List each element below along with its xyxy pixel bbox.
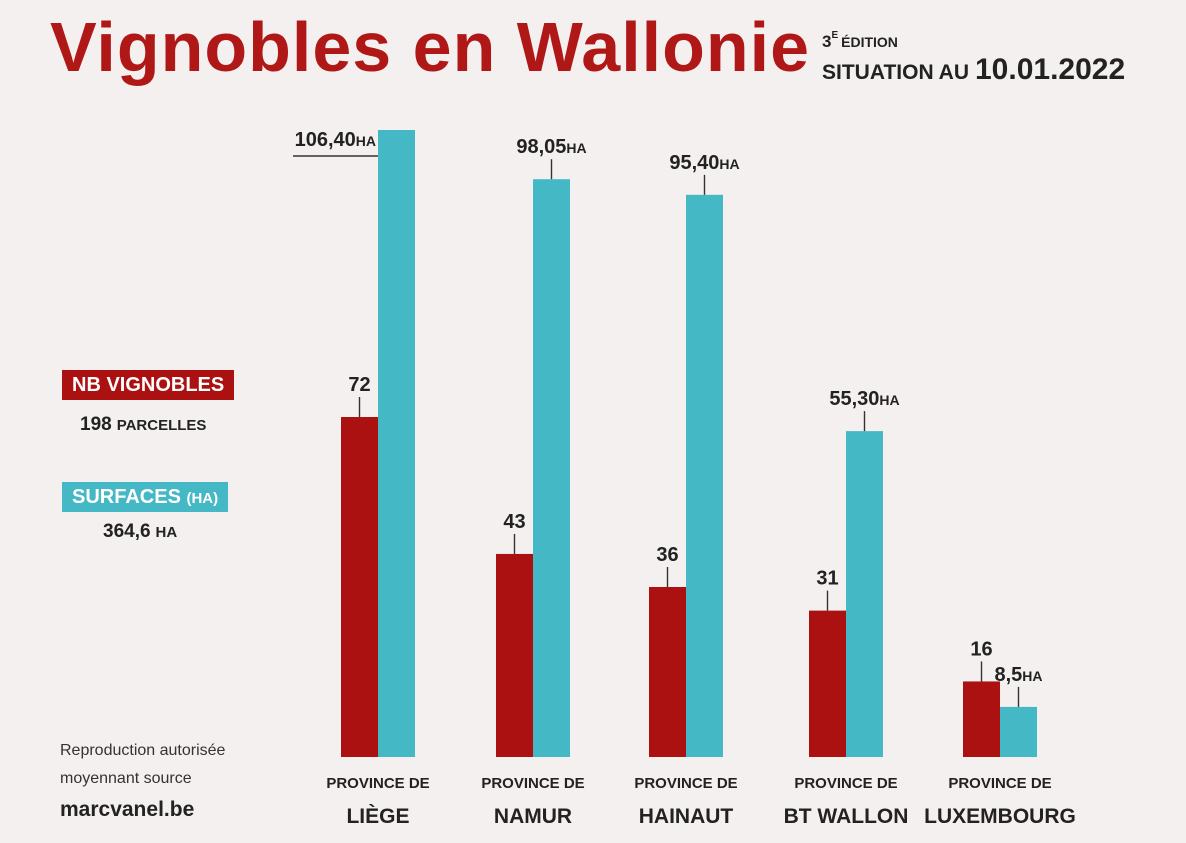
vignobles-bar-3 xyxy=(809,610,846,757)
surfaces-total-unit: HA xyxy=(155,524,178,541)
legend-vignobles: NB VIGNOBLES xyxy=(62,370,235,400)
edition-superscript: E xyxy=(831,30,839,41)
surfaces-bar-3 xyxy=(846,431,883,757)
category-prefix-label-3: PROVINCE DE xyxy=(794,775,897,792)
surfaces-value-label-0: 106,40HA xyxy=(295,129,376,151)
vignobles-bar-4 xyxy=(963,681,1000,757)
chart-title: Vignobles en Wallonie xyxy=(50,8,810,86)
legend-vignobles-total: 198 PARCELLES xyxy=(80,414,206,436)
surfaces-bar-2 xyxy=(686,194,723,758)
category-name-label-1: NAMUR xyxy=(494,805,572,828)
category-name-label-3: BT WALLON xyxy=(784,805,909,828)
credit-site: marcvanel.be xyxy=(60,798,195,821)
legend-vignobles-label: NB VIGNOBLES xyxy=(72,374,225,396)
vignobles-value-label-0: 72 xyxy=(348,374,370,396)
category-name-label-2: HAINAUT xyxy=(639,805,734,828)
legend-surfaces: SURFACES (HA) xyxy=(62,482,229,512)
surfaces-value-label-2: 95,40HA xyxy=(669,152,739,174)
vignobles-value-label-2: 36 xyxy=(656,544,678,566)
edition-number: 3 xyxy=(822,32,832,51)
vignobles-total-value: 198 xyxy=(80,414,112,435)
category-prefix-label-1: PROVINCE DE xyxy=(481,775,584,792)
situation-label: SITUATION AU xyxy=(822,61,969,84)
vignobles-value-label-3: 31 xyxy=(816,568,838,590)
vignobles-bar-1 xyxy=(496,553,533,757)
surfaces-value-label-4: 8,5HA xyxy=(994,664,1042,686)
category-prefix-label-4: PROVINCE DE xyxy=(948,775,1051,792)
vignobles-total-unit: PARCELLES xyxy=(116,417,207,434)
vignobles-bar-0 xyxy=(341,417,378,757)
legend-surfaces-total: 364,6 HA xyxy=(103,521,177,543)
category-prefix-label-2: PROVINCE DE xyxy=(634,775,737,792)
surfaces-bar-0 xyxy=(378,130,415,757)
credit-line-1: Reproduction autorisée xyxy=(60,742,226,759)
edition-word: ÉDITION xyxy=(841,34,898,50)
surfaces-total-value: 364,6 xyxy=(103,521,151,542)
edition-label: 3E ÉDITION xyxy=(822,30,898,51)
vignobles-value-label-4: 16 xyxy=(970,638,992,660)
category-name-label-0: LIÈGE xyxy=(346,805,409,828)
legend-surfaces-unit: (HA) xyxy=(186,490,219,507)
category-prefix-label-0: PROVINCE DE xyxy=(326,775,429,792)
vignobles-bar-2 xyxy=(649,587,686,757)
surfaces-bar-4 xyxy=(1000,706,1037,757)
vignobles-value-label-1: 43 xyxy=(503,511,525,533)
situation-date: 10.01.2022 xyxy=(975,53,1126,86)
legend-surfaces-label: SURFACES xyxy=(72,486,181,508)
surfaces-bar-1 xyxy=(533,179,570,758)
credit-line-2: moyennant source xyxy=(60,770,192,787)
surfaces-value-label-3: 55,30HA xyxy=(829,388,899,410)
category-name-label-4: LUXEMBOURG xyxy=(924,805,1076,828)
situation-date-line: SITUATION AU 10.01.2022 xyxy=(822,55,1125,85)
surfaces-value-label-1: 98,05HA xyxy=(516,136,586,158)
